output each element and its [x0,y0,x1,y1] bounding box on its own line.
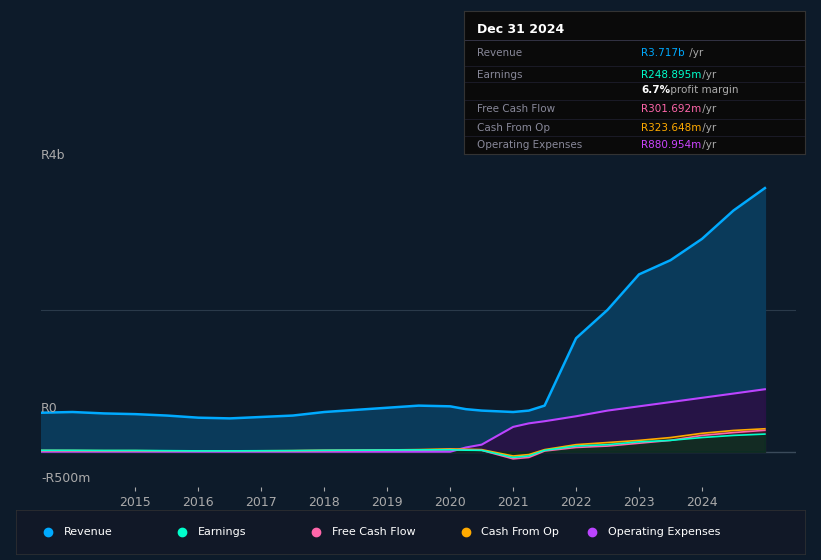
Text: /yr: /yr [699,104,717,114]
Text: R301.692m: R301.692m [641,104,701,114]
Text: 6.7%: 6.7% [641,86,670,95]
Text: Cash From Op: Cash From Op [481,527,559,537]
Text: Free Cash Flow: Free Cash Flow [332,527,415,537]
Text: Dec 31 2024: Dec 31 2024 [478,22,565,36]
Text: R4b: R4b [41,150,66,162]
Text: R3.717b: R3.717b [641,48,685,58]
Text: -R500m: -R500m [41,472,90,486]
Text: Operating Expenses: Operating Expenses [608,527,720,537]
Text: Revenue: Revenue [64,527,112,537]
Text: R248.895m: R248.895m [641,70,701,80]
Text: Revenue: Revenue [478,48,523,58]
Text: /yr: /yr [699,123,717,133]
Text: Earnings: Earnings [198,527,246,537]
Text: profit margin: profit margin [667,86,738,95]
Text: /yr: /yr [699,70,717,80]
Text: R323.648m: R323.648m [641,123,701,133]
Text: R0: R0 [41,402,57,416]
Text: Operating Expenses: Operating Expenses [478,139,583,150]
Text: Free Cash Flow: Free Cash Flow [478,104,556,114]
Text: /yr: /yr [699,139,717,150]
Text: /yr: /yr [686,48,704,58]
Text: Cash From Op: Cash From Op [478,123,551,133]
Text: Earnings: Earnings [478,70,523,80]
Text: R880.954m: R880.954m [641,139,701,150]
